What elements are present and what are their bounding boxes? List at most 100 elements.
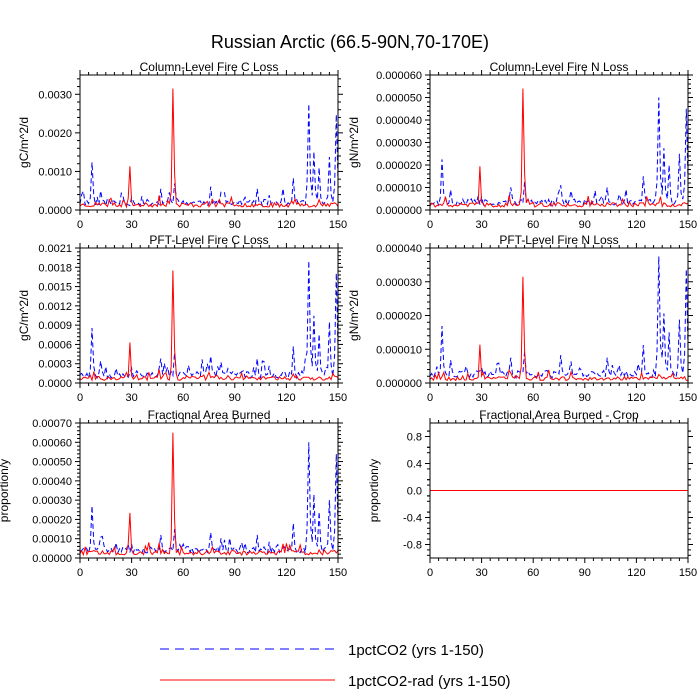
x-tick-label: 90 <box>579 392 591 404</box>
y-axis-label: gN/m^2/d <box>347 290 361 341</box>
panel-3: PFT-Level Fire C Loss gC/m^2/d 0 30 60 90 120 1… <box>17 233 347 404</box>
y-tick-label: 0.0010 <box>38 166 72 178</box>
x-tick-label: 0 <box>77 392 83 404</box>
series-line-1pctco2 <box>429 97 689 208</box>
x-tick-label: 90 <box>579 219 591 231</box>
y-tick-label: 0.0021 <box>38 243 72 255</box>
y-tick-label: 0.00040 <box>32 476 72 488</box>
x-tick-label: 120 <box>277 567 295 579</box>
x-tick-label: 90 <box>229 392 241 404</box>
y-axis-label: proportion/y <box>367 459 381 522</box>
x-tick-label: 90 <box>229 567 241 579</box>
y-tick-label: 0.000010 <box>376 344 422 356</box>
y-tick-label: 0.0 <box>407 486 422 498</box>
panel-6: Fractional Area Burned - Crop proportion/… <box>367 408 697 579</box>
panel-title: Fractional Area Burned <box>148 408 271 422</box>
series-line-1pctco2 <box>79 103 339 208</box>
x-tick-label: 120 <box>627 392 645 404</box>
x-tick-label: 60 <box>177 392 189 404</box>
panel-title: Fractional Area Burned - Crop <box>479 408 639 422</box>
y-tick-label: 0.4 <box>407 459 422 471</box>
panel-4: PFT-Level Fire N Loss gN/m^2/d 0 30 60 90 120 1… <box>347 233 697 404</box>
legend: 1pctCO2 (yrs 1-150) 1pctCO2-rad (yrs 1-1… <box>160 642 511 690</box>
x-tick-label: 30 <box>475 567 487 579</box>
figure-title: Russian Arctic (66.5-90N,70-170E) <box>211 32 489 52</box>
x-tick-label: 90 <box>229 219 241 231</box>
y-tick-label: 0.00010 <box>32 534 72 546</box>
x-tick-label: 150 <box>679 219 697 231</box>
y-tick-label: 0.000010 <box>376 183 422 195</box>
y-axis-label: gC/m^2/d <box>17 117 31 168</box>
y-tick-label: 0.000030 <box>376 138 422 150</box>
panel-2: Column-Level Fire N Loss gN/m^2/d 0 30 60 90 1… <box>347 60 697 231</box>
x-tick-label: 60 <box>527 219 539 231</box>
y-tick-label: -0.4 <box>403 513 422 525</box>
y-tick-label: 0.0000 <box>38 378 72 390</box>
y-tick-label: 0.000030 <box>376 277 422 289</box>
y-tick-label: 0.00020 <box>32 514 72 526</box>
y-tick-label: 0.0006 <box>38 339 72 351</box>
y-tick-label: -0.8 <box>403 540 422 552</box>
x-tick-label: 30 <box>475 219 487 231</box>
x-tick-label: 0 <box>427 392 433 404</box>
x-tick-label: 0 <box>427 567 433 579</box>
x-tick-label: 0 <box>77 567 83 579</box>
y-tick-label: 0.000060 <box>376 70 422 82</box>
panel-title: Column-Level Fire C Loss <box>140 60 279 74</box>
panel-title: Column-Level Fire N Loss <box>490 60 629 74</box>
plot-frame <box>79 74 339 211</box>
x-tick-label: 30 <box>125 392 137 404</box>
y-axis-label: proportion/y <box>0 459 11 522</box>
plot-frame <box>79 422 339 559</box>
legend-label-1pctco2-rad: 1pctCO2-rad (yrs 1-150) <box>348 673 511 690</box>
y-tick-label: 0.000000 <box>376 205 422 217</box>
y-tick-label: 0.000020 <box>376 160 422 172</box>
y-tick-label: 0.0009 <box>38 320 72 332</box>
panels-group: Column-Level Fire C Loss gC/m^2/d 0 30 60 90 1… <box>0 60 697 579</box>
panel-title: PFT-Level Fire N Loss <box>499 233 618 247</box>
y-tick-label: 0.00000 <box>32 553 72 565</box>
x-tick-label: 150 <box>679 392 697 404</box>
x-tick-label: 120 <box>277 392 295 404</box>
x-tick-label: 30 <box>475 392 487 404</box>
x-tick-label: 150 <box>329 392 347 404</box>
y-tick-label: 0.000040 <box>376 115 422 127</box>
y-tick-label: 0.000040 <box>376 243 422 255</box>
series-line-1pctco2 <box>79 260 339 381</box>
x-tick-label: 150 <box>329 567 347 579</box>
y-tick-label: 0.00070 <box>32 418 72 430</box>
x-tick-label: 0 <box>77 219 83 231</box>
plot-frame <box>429 247 689 384</box>
panel-title: PFT-Level Fire C Loss <box>149 233 268 247</box>
y-tick-label: 0.000020 <box>376 311 422 323</box>
x-tick-label: 120 <box>277 219 295 231</box>
x-tick-label: 0 <box>427 219 433 231</box>
plot-frame <box>79 247 339 384</box>
series-line-1pctco2 <box>429 256 689 380</box>
y-tick-label: 0.8 <box>407 432 422 444</box>
series-line-1pctco2-rad <box>429 276 689 382</box>
y-tick-label: 0.00060 <box>32 437 72 449</box>
y-axis-label: gC/m^2/d <box>17 290 31 341</box>
y-tick-label: 0.0020 <box>38 128 72 140</box>
y-tick-label: 0.000050 <box>376 93 422 105</box>
x-tick-label: 60 <box>527 392 539 404</box>
y-tick-label: 0.0000 <box>38 205 72 217</box>
x-tick-label: 60 <box>177 219 189 231</box>
y-axis-label: gN/m^2/d <box>347 117 361 168</box>
x-tick-label: 150 <box>679 567 697 579</box>
y-tick-label: 0.00050 <box>32 457 72 469</box>
x-tick-label: 120 <box>627 567 645 579</box>
series-line-1pctco2 <box>79 442 339 556</box>
x-tick-label: 150 <box>329 219 347 231</box>
y-tick-label: 0.0003 <box>38 359 72 371</box>
y-tick-label: 0.00030 <box>32 495 72 507</box>
y-tick-label: 0.000000 <box>376 378 422 390</box>
y-tick-label: 0.0015 <box>38 282 72 294</box>
series-line-1pctco2-rad <box>79 270 339 383</box>
panel-1: Column-Level Fire C Loss gC/m^2/d 0 30 60 90 1… <box>17 60 347 231</box>
x-tick-label: 30 <box>125 567 137 579</box>
series-line-1pctco2-rad <box>429 88 689 209</box>
panel-5: Fractional Area Burned proportion/y 0 30 60 9… <box>0 408 347 579</box>
